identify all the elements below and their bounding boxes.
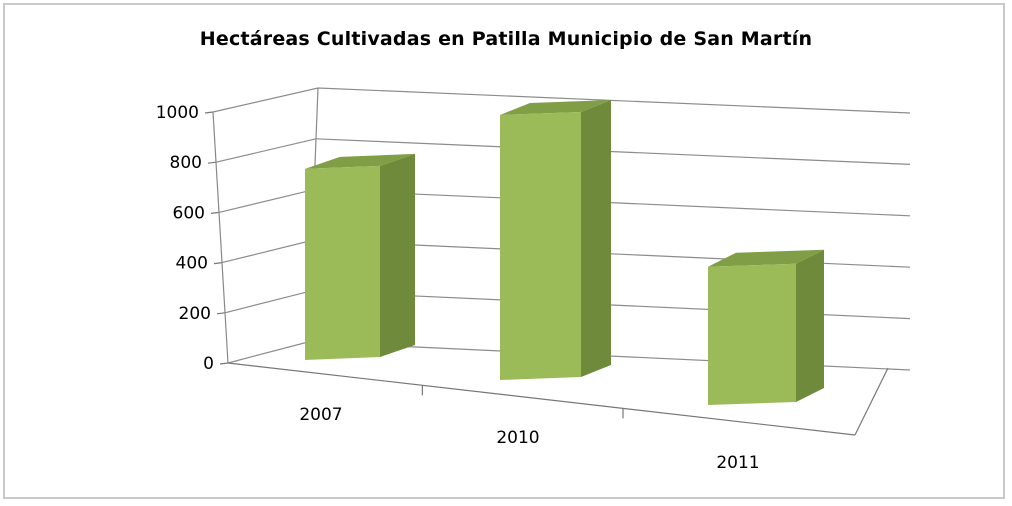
bar xyxy=(305,153,415,360)
bar-front xyxy=(708,263,796,405)
bar-top xyxy=(305,153,415,169)
y-tick-label: 600 xyxy=(173,203,205,223)
x-tick-label: 2007 xyxy=(299,405,342,425)
y-tick-mark xyxy=(213,262,223,265)
bar-side xyxy=(581,99,611,377)
y-tick-label: 1000 xyxy=(156,103,199,123)
floor-right-edge xyxy=(854,367,889,436)
y-tick-label: 800 xyxy=(170,153,202,173)
y-tick-mark xyxy=(210,211,220,214)
axis-layer xyxy=(204,87,889,436)
y-axis-line xyxy=(212,111,229,364)
x-tick-labels: 2007 2010 2011 xyxy=(299,405,759,473)
bar-side xyxy=(380,153,415,357)
x-tick-label: 2010 xyxy=(496,428,539,448)
x-axis-line xyxy=(227,362,856,436)
chart-title: Hectáreas Cultivadas en Patilla Municipi… xyxy=(199,28,813,50)
y-tick-label: 0 xyxy=(203,354,214,374)
y-tick-mark xyxy=(219,362,229,365)
bar-front xyxy=(305,165,380,360)
bar-front xyxy=(500,111,581,380)
y-tick-labels: 0 200 400 600 800 1000 xyxy=(156,103,214,374)
bar-top xyxy=(708,249,824,267)
y-tick-mark xyxy=(207,161,217,164)
y-tick-mark xyxy=(204,111,214,114)
bar-top xyxy=(500,99,611,115)
y-tick-label: 200 xyxy=(179,304,211,324)
bar xyxy=(708,249,824,405)
y-tick-mark xyxy=(216,312,226,315)
bars xyxy=(305,99,824,405)
x-tick-label: 2011 xyxy=(716,453,759,473)
bar-side xyxy=(796,249,824,402)
y-tick-label: 400 xyxy=(176,254,208,274)
bar xyxy=(500,99,611,380)
